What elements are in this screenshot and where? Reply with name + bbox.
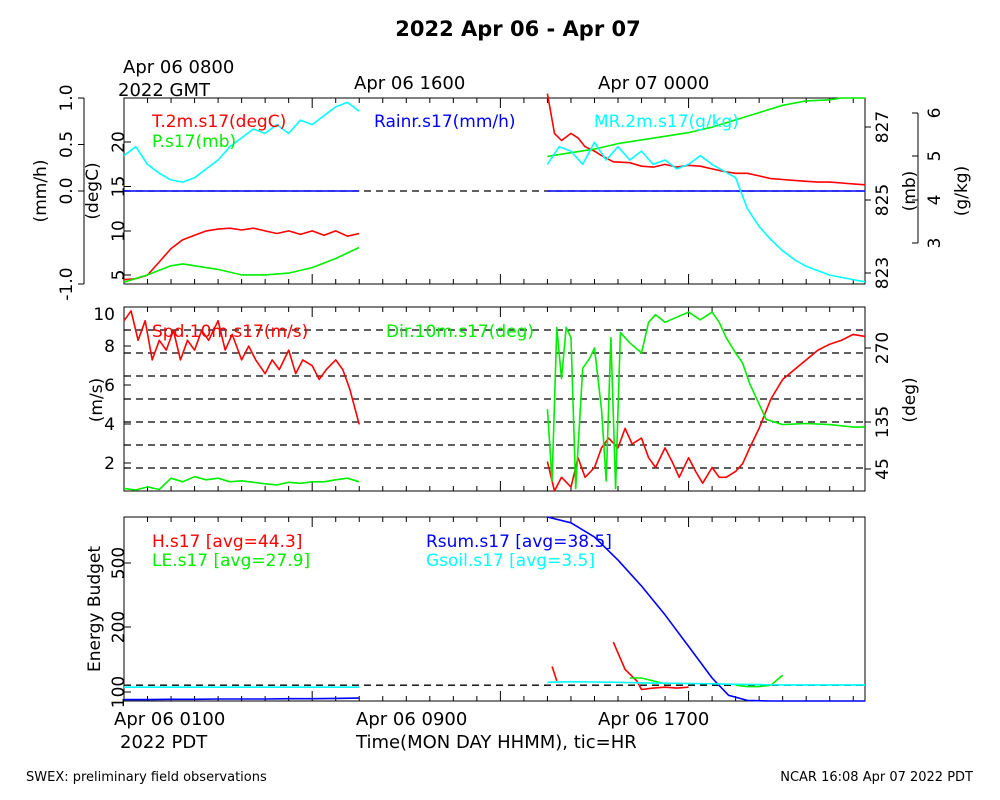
panel-3-series	[124, 516, 865, 702]
series-line-p-s17-mb--seg2	[547, 97, 865, 158]
series-line-rsum-s17-avg-38-5--seg2	[547, 516, 865, 702]
series-line-mr-2m-s17-g-kg--seg2	[546, 141, 866, 283]
pressure-tick-label-2: 825	[873, 184, 893, 216]
mr-tick-label-1: 3	[925, 238, 945, 249]
speed-tick-label-3: 6	[104, 376, 115, 396]
panel-3-frame	[123, 516, 866, 702]
rain-tick-label-3: 0.0	[57, 177, 77, 204]
series-line-t-2m-s17-degc--seg2	[546, 93, 866, 186]
series-line-spd-10m-s17-m-s--seg2	[546, 333, 866, 492]
temp-tick-label-2: 10	[109, 220, 129, 242]
series-line-dir-10m-s17-deg--seg1	[123, 475, 360, 491]
mr-axis-ticks: 3 4 5 6	[912, 108, 945, 249]
footer-left: SWEX: preliminary field observations	[26, 770, 267, 785]
top-time-3: Apr 07 0000	[598, 73, 709, 94]
x-axis-label: Time(MON DAY HHMM), tic=HR	[355, 732, 637, 753]
direction-axis-ticks: 45 135 270	[865, 332, 893, 480]
top-time-1-line2: 2022 GMT	[118, 80, 211, 101]
rain-tick-label-1: 1.0	[57, 84, 77, 111]
bottom-time-1-line1: Apr 06 0100	[114, 709, 225, 730]
legend-gsoil: Gsoil.s17 [avg=3.5]	[426, 551, 595, 571]
panel-3-xticks	[147, 517, 854, 701]
temp-tick-label-4: 20	[109, 131, 129, 153]
series-line-rsum-s17-avg-38-5--seg1	[124, 697, 360, 701]
footer-right: NCAR 16:08 Apr 07 2022 PDT	[780, 770, 973, 785]
legend-h: H.s17 [avg=44.3]	[152, 532, 302, 552]
bottom-time-1-line2: 2022 PDT	[120, 732, 208, 753]
figure-title: 2022 Apr 06 - Apr 07	[395, 17, 640, 41]
legend-rsum: Rsum.s17 [avg=38.5]	[426, 532, 612, 552]
panel-1-xticks	[147, 98, 854, 284]
bottom-time-2: Apr 06 0900	[356, 709, 467, 730]
legend-le: LE.s17 [avg=27.9]	[152, 551, 310, 571]
top-time-1-line1: Apr 06 0800	[123, 57, 234, 78]
panel-wind: 2 4 6 8 10 (m/s) 45 135 270 (deg) Spd.10…	[87, 305, 920, 492]
temp-tick-label-3: 15	[109, 176, 129, 198]
direction-tick-label-2: 135	[873, 406, 893, 438]
pressure-axis-label: (mb)	[900, 171, 920, 212]
series-line-spd-10m-s17-m-s--seg1	[123, 310, 360, 425]
speed-axis-ticks: 2 4 6 8 10	[93, 305, 131, 474]
rain-axis-ticks: 1.0 0.5 0.0 -1.0	[57, 84, 84, 301]
series-line-gsoil-s17-avg-3-5--seg2	[547, 680, 865, 686]
rain-tick-label-2: 0.5	[57, 131, 77, 158]
energy-tick-label-3: 500	[109, 547, 129, 579]
direction-tick-label-3: 270	[873, 332, 893, 364]
speed-tick-label-1: 2	[104, 454, 115, 474]
energy-tick-label-1: 100	[109, 676, 129, 708]
panel-2-series	[123, 310, 866, 492]
legend-temp: T.2m.s17(degC)	[151, 112, 286, 132]
temp-tick-label-1: 5	[109, 270, 129, 281]
mr-tick-label-2: 4	[925, 195, 945, 206]
legend-mr: MR.2m.s17(g/kg)	[594, 112, 739, 132]
energy-axis-label: Energy Budget	[85, 546, 105, 672]
legend-rain: Rainr.s17(mm/h)	[374, 112, 516, 132]
legend-direction: Dir.10m.s17(deg)	[386, 322, 534, 342]
energy-axis-ticks: 100 200 500	[109, 547, 131, 708]
series-line-mr-2m-s17-g-kg--seg1	[123, 101, 360, 183]
rain-axis-label: (mm/h)	[31, 160, 51, 223]
speed-tick-label-2: 4	[104, 415, 115, 435]
panel-2-xticks	[147, 307, 854, 491]
temp-axis-ticks: 5 10 15 20	[109, 131, 131, 280]
series-line-h-s17-avg-44-3--seg1	[551, 666, 558, 682]
panel-energy: 100 200 500 Energy Budget H.s17 [avg=44.…	[85, 516, 866, 708]
mr-tick-label-4: 6	[925, 108, 945, 119]
energy-tick-label-2: 200	[109, 611, 129, 643]
speed-axis-label: (m/s)	[87, 378, 107, 422]
series-line-dir-10m-s17-deg--seg2	[546, 311, 865, 490]
speed-tick-label-4: 8	[104, 337, 115, 357]
pressure-axis-ticks: 827 825 823	[865, 111, 893, 289]
rain-tick-label-4: -1.0	[57, 267, 77, 300]
panel-1-series	[123, 93, 866, 283]
mr-tick-label-3: 5	[925, 151, 945, 162]
mr-axis-label: (g/kg)	[952, 166, 972, 216]
legend-pressure: P.s17(mb)	[152, 132, 236, 152]
direction-axis-label: (deg)	[900, 377, 920, 422]
series-line-p-s17-mb--seg1	[123, 246, 360, 283]
panel-temperature: 1.0 0.5 0.0 -1.0 (mm/h) 5 10 15 20 (degC…	[31, 84, 972, 300]
pressure-tick-label-1: 827	[873, 111, 893, 143]
bottom-time-3: Apr 06 1700	[598, 709, 709, 730]
series-line-h-s17-avg-44-3--seg2	[612, 641, 689, 691]
legend-speed: Spd.10m.s17(m/s)	[152, 322, 308, 342]
top-time-2: Apr 06 1600	[354, 73, 465, 94]
speed-tick-label-5: 10	[93, 305, 115, 325]
temp-axis-label: (degC)	[83, 162, 103, 219]
pressure-tick-label-3: 823	[873, 257, 893, 289]
series-line-t-2m-s17-degc--seg1	[123, 227, 360, 281]
series-line-le-s17-avg-27-9--seg2	[735, 674, 784, 688]
direction-tick-label-1: 45	[873, 458, 893, 480]
